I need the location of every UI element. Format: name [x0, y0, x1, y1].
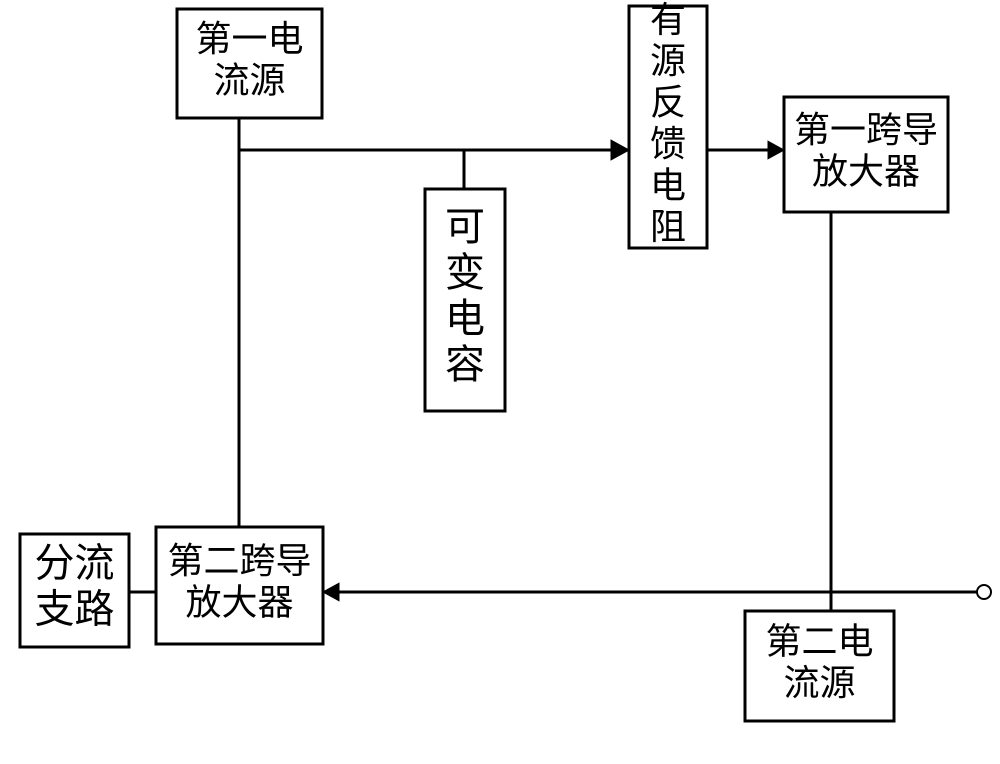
first-current-source-box-label-line: 第一电: [195, 19, 303, 59]
variable-capacitor-box-label-line: 电: [445, 296, 485, 341]
active-feedback-resistor-box-label-line: 源: [650, 41, 686, 81]
first-transconductance-amplifier-box: 第一跨导放大器: [784, 97, 948, 212]
second-transconductance-amplifier-box: 第二跨导放大器: [156, 527, 323, 644]
active-feedback-resistor-box-label-line: 馈: [650, 124, 686, 164]
variable-capacitor-box: 可变电容: [425, 189, 505, 411]
second-current-source-box: 第二电流源: [745, 611, 894, 721]
variable-capacitor-box-label-line: 变: [445, 250, 485, 295]
active-feedback-resistor-box: 有源反馈电阻: [629, 0, 707, 248]
active-feedback-resistor-box-label-line: 有: [650, 0, 686, 40]
second-transconductance-amplifier-box-label-line: 放大器: [185, 582, 293, 622]
wire: [239, 118, 629, 150]
active-feedback-resistor-box-label-line: 反: [650, 83, 686, 123]
first-transconductance-amplifier-box-label-line: 放大器: [812, 151, 920, 191]
shunt-branch-box: 分流支路: [20, 534, 129, 647]
second-transconductance-amplifier-box-label-line: 第二跨导: [167, 541, 311, 581]
variable-capacitor-box-label-line: 可: [445, 204, 485, 249]
output-port: [977, 585, 991, 599]
second-current-source-box-label-line: 流源: [783, 663, 855, 703]
variable-capacitor-box-label-line: 容: [445, 342, 485, 387]
arrowhead: [611, 140, 629, 160]
shunt-branch-box-label-line: 支路: [35, 587, 115, 632]
first-current-source-box: 第一电流源: [177, 9, 322, 118]
arrowhead: [323, 583, 339, 601]
active-feedback-resistor-box-label-line: 阻: [650, 207, 686, 247]
arrowhead: [768, 141, 784, 159]
shunt-branch-box-label-line: 分流: [35, 541, 115, 586]
active-feedback-resistor-box-label-line: 电: [650, 165, 686, 205]
first-transconductance-amplifier-box-label-line: 第一跨导: [794, 110, 938, 150]
second-current-source-box-label-line: 第二电: [765, 622, 873, 662]
first-current-source-box-label-line: 流源: [213, 60, 285, 100]
